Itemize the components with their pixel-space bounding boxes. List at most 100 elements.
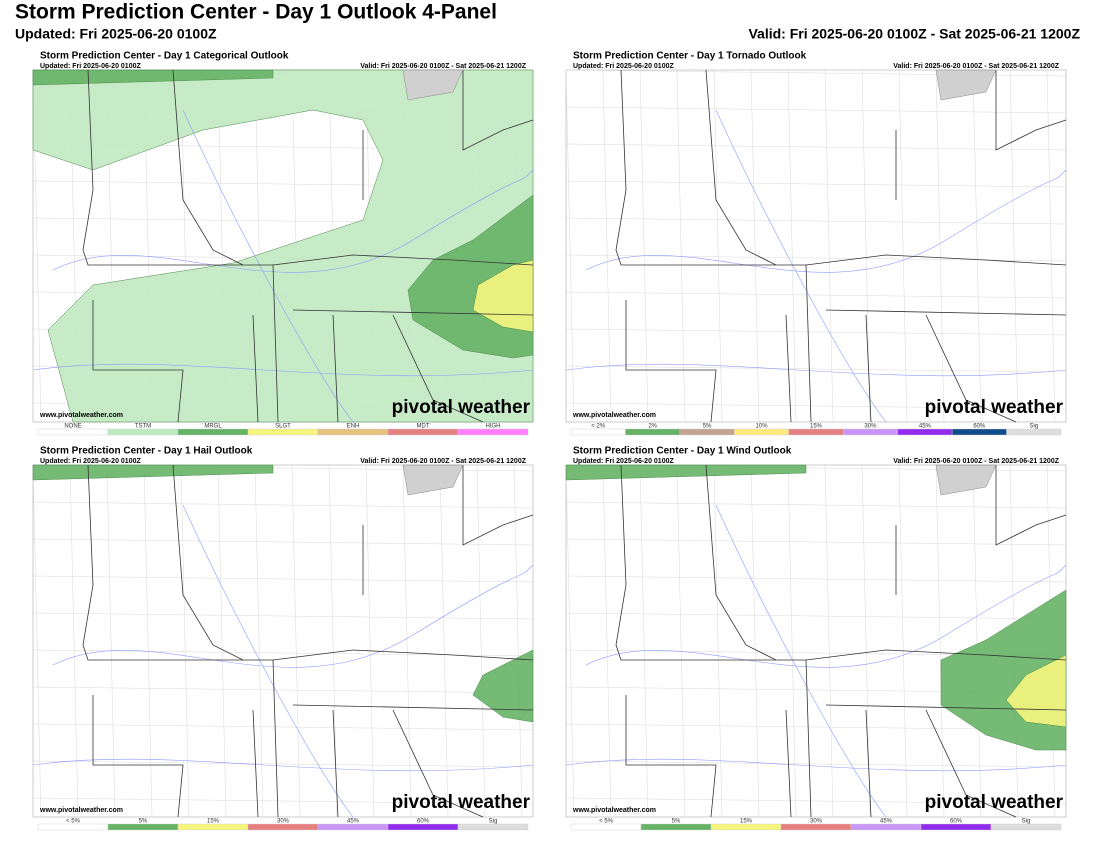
map-background — [565, 69, 1067, 423]
county-lines — [32, 760, 534, 768]
state-border — [82, 464, 279, 818]
county-lines — [180, 464, 190, 818]
state-border — [805, 649, 1067, 661]
county-lines — [602, 464, 612, 818]
county-lines — [972, 69, 982, 423]
map: www.pivotalweather.com pivotal weather — [32, 69, 534, 423]
county-lines — [439, 464, 449, 818]
legend-label: 45% — [919, 424, 932, 430]
legend-label: 15% — [740, 819, 753, 825]
state-border — [625, 300, 717, 423]
legend-label: 60% — [950, 819, 963, 825]
brand: pivotal weather — [925, 397, 1064, 418]
state-border — [925, 709, 1017, 818]
legend-label: 5% — [139, 819, 148, 825]
county-lines — [32, 797, 534, 805]
legend-swatch — [107, 428, 179, 436]
state-border — [252, 314, 259, 423]
county-lines — [32, 612, 534, 620]
state-border — [462, 70, 534, 151]
legend-label: 5% — [672, 819, 681, 825]
legend-swatch — [710, 823, 782, 831]
state-border — [292, 704, 534, 711]
county-lines — [476, 464, 486, 818]
county-lines — [565, 760, 1067, 768]
lake — [935, 464, 997, 496]
panel-updated: Updated: Fri 2025-06-20 0100Z — [573, 63, 674, 70]
county-lines — [861, 69, 871, 423]
county-lines — [676, 69, 686, 423]
roads — [32, 109, 534, 423]
legend-label: 15% — [810, 424, 823, 430]
legend-label: 10% — [756, 424, 769, 430]
county-lines — [217, 464, 227, 818]
legend-swatch — [897, 428, 953, 436]
county-lines — [935, 464, 945, 818]
legend-label: NONE — [64, 424, 81, 430]
county-lines — [639, 69, 649, 423]
legend-swatch — [457, 823, 529, 831]
legend-label: MDT — [417, 424, 430, 430]
legend-swatch — [317, 428, 389, 436]
legend-swatch — [920, 823, 992, 831]
county-lines — [565, 501, 1067, 509]
county-lines — [291, 464, 301, 818]
state-border — [705, 464, 777, 661]
state-border — [925, 314, 1017, 423]
legend-swatch — [107, 823, 179, 831]
legend-swatch — [37, 428, 109, 436]
county-lines — [750, 69, 760, 423]
legend-swatch — [247, 428, 319, 436]
county-lines — [898, 464, 908, 818]
credit: www.pivotalweather.com — [39, 412, 123, 419]
page-valid: Valid: Fri 2025-06-20 0100Z - Sat 2025-0… — [748, 26, 1080, 42]
legend-swatch — [387, 823, 459, 831]
state-border — [92, 300, 184, 423]
credit: www.pivotalweather.com — [39, 807, 123, 814]
county-lines — [565, 180, 1067, 188]
state-border — [272, 649, 534, 661]
state-border — [392, 709, 484, 818]
legend-swatch — [177, 428, 249, 436]
county-lines — [32, 501, 534, 509]
legend-label: HIGH — [486, 424, 501, 430]
legend-label: TSTM — [135, 424, 151, 430]
county-lines — [565, 612, 1067, 620]
county-lines — [935, 69, 945, 423]
panel-updated: Updated: Fri 2025-06-20 0100Z — [40, 63, 141, 70]
state-border — [615, 69, 812, 423]
legend-swatch — [247, 823, 319, 831]
county-lines — [565, 143, 1067, 151]
map: www.pivotalweather.com pivotal weather — [32, 464, 534, 818]
legend-swatch — [990, 823, 1062, 831]
county-lines — [32, 575, 534, 583]
lake — [935, 69, 997, 101]
map: www.pivotalweather.com pivotal weather — [565, 69, 1067, 423]
map-background — [32, 464, 534, 818]
page-updated: Updated: Fri 2025-06-20 0100Z — [15, 26, 217, 42]
legend-swatch — [734, 428, 789, 436]
county-lines — [861, 464, 871, 818]
risk-area — [32, 69, 534, 423]
roads — [565, 109, 1067, 423]
legend-swatch — [457, 428, 529, 436]
legend-swatch — [570, 823, 642, 831]
county-lines — [824, 69, 834, 423]
county-lines — [972, 464, 982, 818]
legend-label: 45% — [880, 819, 893, 825]
state-border — [332, 709, 339, 818]
panel-title: Storm Prediction Center - Day 1 Hail Out… — [40, 446, 253, 457]
state-border — [825, 704, 1067, 711]
legend-swatch — [843, 428, 898, 436]
legend-label: 60% — [973, 424, 986, 430]
legend-label: MRGL — [204, 424, 222, 430]
panel-valid: Valid: Fri 2025-06-20 0100Z - Sat 2025-0… — [893, 458, 1059, 465]
state-border — [252, 709, 259, 818]
county-lines — [565, 402, 1067, 410]
county-lines — [639, 464, 649, 818]
state-border — [172, 69, 244, 266]
credit: www.pivotalweather.com — [572, 807, 656, 814]
county-lines — [328, 464, 338, 818]
county-lines — [750, 464, 760, 818]
